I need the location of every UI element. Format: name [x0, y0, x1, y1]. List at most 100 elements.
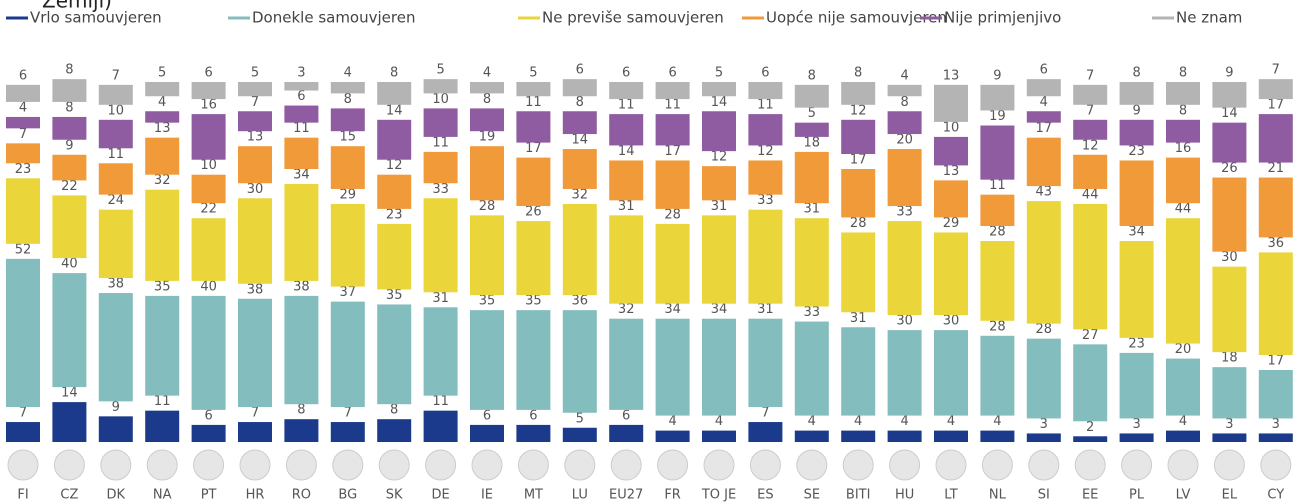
- data-label: 9: [993, 68, 1001, 83]
- bar-segment: [702, 215, 736, 304]
- bar-segment: [980, 194, 1015, 226]
- x-tick-label: PT: [201, 488, 217, 503]
- bar-segment: [887, 330, 922, 416]
- data-label: 44: [1082, 187, 1099, 202]
- data-label: 8: [65, 100, 73, 115]
- bar-segment: [145, 295, 180, 396]
- data-label: 14: [386, 103, 403, 118]
- bar-segment: [1258, 177, 1293, 238]
- data-label: 32: [154, 173, 171, 188]
- data-label: 14: [711, 95, 728, 110]
- data-label: 26: [1221, 161, 1238, 176]
- bar-segment: [423, 307, 458, 396]
- data-label: 9: [1225, 66, 1233, 81]
- data-label: 13: [154, 121, 171, 136]
- bar-segment: [516, 157, 551, 207]
- data-label: 11: [432, 394, 449, 409]
- data-label: 7: [251, 95, 259, 110]
- data-label: 5: [715, 66, 723, 81]
- bar-segment: [423, 108, 458, 137]
- data-label: 17: [525, 141, 542, 156]
- data-label: 23: [15, 162, 32, 177]
- bar-segment: [794, 321, 829, 416]
- bar-segment: [702, 166, 736, 201]
- data-label: 17: [1268, 354, 1285, 369]
- bar-segment: [1212, 433, 1247, 442]
- bar-segment: [52, 273, 87, 388]
- bar-segment: [423, 151, 458, 184]
- data-label: 23: [386, 207, 403, 222]
- data-label: 7: [344, 406, 352, 421]
- bar-segment: [330, 82, 365, 94]
- data-label: 23: [1128, 336, 1145, 351]
- data-label: 37: [340, 285, 357, 300]
- bar-segment: [1119, 241, 1154, 338]
- data-label: 6: [668, 66, 676, 81]
- bar-segment: [609, 114, 644, 146]
- bar-segment: [330, 301, 365, 408]
- data-label: 14: [1221, 106, 1238, 121]
- bar-segment: [748, 318, 783, 408]
- flag: [100, 449, 132, 481]
- bar-segment: [191, 295, 226, 410]
- bar-segment: [1166, 218, 1200, 344]
- data-label: 31: [618, 199, 635, 214]
- bar-segment: [238, 82, 272, 97]
- data-label: 19: [479, 130, 496, 145]
- data-label: 35: [154, 279, 171, 294]
- data-label: 28: [989, 225, 1006, 240]
- bar-segment: [1212, 367, 1247, 419]
- bar-segment: [330, 146, 365, 189]
- data-label: 6: [529, 408, 537, 423]
- data-label: 11: [154, 394, 171, 409]
- bar-segment: [6, 178, 40, 244]
- legend-label: Ne znam: [1176, 9, 1242, 27]
- data-label: 4: [483, 66, 491, 81]
- bar-segment: [1119, 352, 1154, 419]
- bar-segment: [748, 209, 783, 304]
- legend-label: Vrlo samouvjeren: [30, 9, 162, 27]
- flag: [935, 449, 967, 481]
- bar-segment: [377, 82, 412, 105]
- data-label: 17: [1036, 121, 1053, 136]
- bar-segment: [377, 304, 412, 405]
- x-tick-label: RO: [292, 488, 311, 503]
- bar-segment: [609, 82, 644, 100]
- bar-segment: [655, 160, 690, 209]
- data-label: 14: [61, 386, 78, 401]
- data-label: 3: [1272, 417, 1280, 432]
- bar-segment: [1166, 157, 1200, 204]
- bar-segment: [1258, 370, 1293, 419]
- data-label: 7: [19, 127, 27, 142]
- bar-segment: [516, 111, 551, 143]
- data-label: 4: [158, 95, 166, 110]
- bar-segment: [1119, 82, 1154, 105]
- bar-segment: [887, 221, 922, 316]
- x-tick-label: FR: [664, 488, 681, 503]
- data-label: 29: [340, 187, 357, 202]
- bar-segment: [145, 137, 180, 175]
- data-label: 5: [576, 411, 584, 426]
- bar-segment: [562, 427, 597, 442]
- data-label: 8: [576, 95, 584, 110]
- flag: [1213, 449, 1245, 481]
- bar-segment: [609, 318, 644, 410]
- data-label: 11: [108, 147, 125, 162]
- data-label: 3: [1225, 417, 1233, 432]
- data-label: 30: [943, 314, 960, 329]
- data-label: 31: [432, 291, 449, 306]
- data-label: 19: [989, 109, 1006, 124]
- bar-segment: [1119, 119, 1154, 146]
- legend-label: Ne previše samouvjeren: [542, 9, 724, 27]
- data-label: 11: [618, 98, 635, 113]
- bar-segment: [98, 416, 133, 442]
- data-label: 20: [1175, 342, 1192, 357]
- x-tick-label: HU: [895, 488, 914, 503]
- bar-segment: [423, 410, 458, 442]
- bar-segment: [841, 169, 876, 218]
- bar-segment: [191, 82, 226, 100]
- bar-segment: [1073, 344, 1108, 422]
- bar-segment: [934, 136, 968, 166]
- bar-segment: [284, 105, 319, 123]
